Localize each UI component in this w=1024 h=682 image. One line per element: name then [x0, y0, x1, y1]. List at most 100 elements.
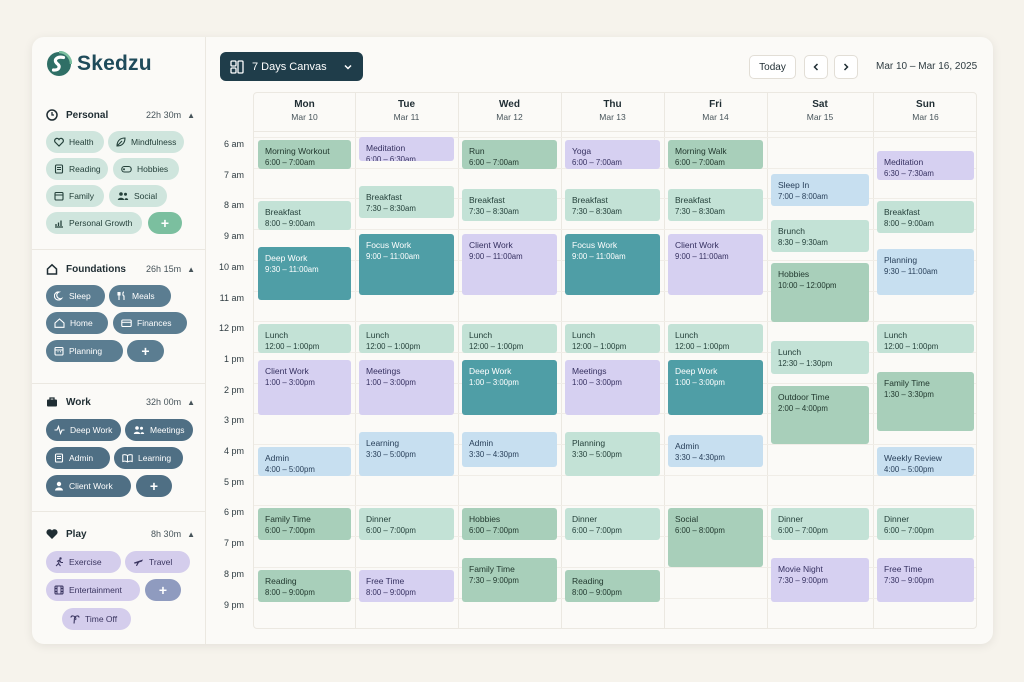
event-block[interactable]: Lunch 12:00 – 1:00pm [668, 324, 763, 353]
event-block[interactable]: Meditation 6:30 – 7:30am [877, 151, 974, 180]
chip-deep-work[interactable]: Deep Work [46, 419, 121, 441]
event-block[interactable]: Dinner 6:00 – 7:00pm [771, 508, 869, 540]
day-header-tue[interactable]: Tue Mar 11 [355, 99, 458, 122]
event-block[interactable]: Movie Night 7:30 – 9:00pm [771, 558, 869, 602]
event-block[interactable]: Deep Work 1:00 – 3:00pm [668, 360, 763, 415]
day-header-sun[interactable]: Sun Mar 16 [873, 99, 978, 122]
event-block[interactable]: Brunch 8:30 – 9:30am [771, 220, 869, 252]
chip-meals[interactable]: Meals [109, 285, 171, 307]
event-block[interactable]: Breakfast 7:30 – 8:30am [462, 189, 557, 221]
event-block[interactable]: Planning 9:30 – 11:00am [877, 249, 974, 295]
section-header-personal[interactable]: Personal 22h 30m ▲ [46, 108, 195, 122]
event-block[interactable]: Lunch 12:30 – 1:30pm [771, 341, 869, 374]
add-personal-button[interactable]: + [148, 212, 182, 234]
chevron-down-icon [344, 64, 352, 70]
event-block[interactable]: Run 6:00 – 7:00am [462, 140, 557, 169]
event-block[interactable]: Breakfast 8:00 – 9:00am [258, 201, 351, 230]
event-block[interactable]: Planning 3:30 – 5:00pm [565, 432, 660, 476]
event-block[interactable]: Free Time 8:00 – 9:00pm [359, 570, 454, 602]
event-block[interactable]: Hobbies 6:00 – 7:00pm [462, 508, 557, 540]
event-block[interactable]: Morning Walk 6:00 – 7:00am [668, 140, 763, 169]
event-block[interactable]: Reading 8:00 – 9:00pm [565, 570, 660, 602]
event-block[interactable]: Family Time 6:00 – 7:00pm [258, 508, 351, 540]
chip-health[interactable]: Health [46, 131, 104, 153]
chip-learning[interactable]: Learning [114, 447, 183, 469]
view-selector-button[interactable]: 7 Days Canvas [220, 52, 363, 81]
section-header-play[interactable]: Play 8h 30m ▲ [46, 527, 195, 541]
event-block[interactable]: Lunch 12:00 – 1:00pm [462, 324, 557, 353]
add-play-button[interactable]: + [145, 579, 181, 601]
event-block[interactable]: Admin 4:00 – 5:00pm [258, 447, 351, 476]
previous-week-button[interactable] [804, 55, 828, 79]
event-block[interactable]: Breakfast 7:30 – 8:30am [359, 186, 454, 218]
event-block[interactable]: Lunch 12:00 – 1:00pm [877, 324, 974, 353]
event-block[interactable]: Hobbies 10:00 – 12:00pm [771, 263, 869, 322]
chip-social[interactable]: Social [109, 185, 167, 207]
event-block[interactable]: Focus Work 9:00 – 11:00am [359, 234, 454, 295]
event-block[interactable]: Sleep In 7:00 – 8:00am [771, 174, 869, 206]
event-block[interactable]: Admin 3:30 – 4:30pm [462, 432, 557, 467]
event-block[interactable]: Admin 3:30 – 4:30pm [668, 435, 763, 467]
chip-reading[interactable]: Reading [46, 158, 108, 180]
chip-meetings[interactable]: Meetings [125, 419, 193, 441]
event-block[interactable]: Family Time 1:30 – 3:30pm [877, 372, 974, 431]
chevron-up-icon[interactable]: ▲ [187, 110, 195, 120]
add-foundations-button[interactable]: + [127, 340, 164, 362]
event-block[interactable]: Breakfast 7:30 – 8:30am [668, 189, 763, 221]
event-block[interactable]: Lunch 12:00 – 1:00pm [258, 324, 351, 353]
chevron-up-icon[interactable]: ▲ [187, 397, 195, 407]
chevron-up-icon[interactable]: ▲ [187, 264, 195, 274]
chip-finances[interactable]: Finances [113, 312, 187, 334]
chip-sleep[interactable]: Sleep [46, 285, 105, 307]
day-header-sat[interactable]: Sat Mar 15 [767, 99, 873, 122]
chip-hobbies[interactable]: Hobbies [113, 158, 179, 180]
event-block[interactable]: Breakfast 7:30 – 8:30am [565, 189, 660, 221]
chip-home[interactable]: Home [46, 312, 108, 334]
event-block[interactable]: Client Work 1:00 – 3:00pm [258, 360, 351, 415]
event-block[interactable]: Learning 3:30 – 5:00pm [359, 432, 454, 476]
event-block[interactable]: Dinner 6:00 – 7:00pm [359, 508, 454, 540]
event-block[interactable]: Client Work 9:00 – 11:00am [462, 234, 557, 295]
chip-exercise[interactable]: Exercise [46, 551, 121, 573]
event-block[interactable]: Free Time 7:30 – 9:00pm [877, 558, 974, 602]
next-week-button[interactable] [834, 55, 858, 79]
chip-family[interactable]: Family [46, 185, 104, 207]
today-button[interactable]: Today [749, 55, 796, 79]
day-header-wed[interactable]: Wed Mar 12 [458, 99, 561, 122]
section-header-work[interactable]: Work 32h 00m ▲ [46, 395, 195, 409]
chip-mindfulness[interactable]: Mindfulness [108, 131, 184, 153]
event-block[interactable]: Meetings 1:00 – 3:00pm [565, 360, 660, 415]
event-block[interactable]: Morning Workout 6:00 – 7:00am [258, 140, 351, 169]
section-header-foundations[interactable]: Foundations 26h 15m ▲ [46, 262, 195, 276]
event-block[interactable]: Yoga 6:00 – 7:00am [565, 140, 660, 169]
chevron-up-icon[interactable]: ▲ [187, 529, 195, 539]
chip-personal-growth[interactable]: Personal Growth [46, 212, 142, 234]
event-block[interactable]: Focus Work 9:00 – 11:00am [565, 234, 660, 295]
day-header-fri[interactable]: Fri Mar 14 [664, 99, 767, 122]
day-header-thu[interactable]: Thu Mar 13 [561, 99, 664, 122]
event-block[interactable]: Deep Work 9:30 – 11:00am [258, 247, 351, 300]
app-logo[interactable]: Skedzu [46, 51, 152, 77]
event-block[interactable]: Client Work 9:00 – 11:00am [668, 234, 763, 295]
chip-travel[interactable]: Travel [125, 551, 190, 573]
add-work-button[interactable]: + [136, 475, 172, 497]
event-block[interactable]: Outdoor Time 2:00 – 4:00pm [771, 386, 869, 444]
event-block[interactable]: Dinner 6:00 – 7:00pm [877, 508, 974, 540]
event-block[interactable]: Dinner 6:00 – 7:00pm [565, 508, 660, 540]
event-block[interactable]: Deep Work 1:00 – 3:00pm [462, 360, 557, 415]
event-block[interactable]: Social 6:00 – 8:00pm [668, 508, 763, 567]
event-block[interactable]: Family Time 7:30 – 9:00pm [462, 558, 557, 602]
event-block[interactable]: Weekly Review 4:00 – 5:00pm [877, 447, 974, 476]
day-header-mon[interactable]: Mon Mar 10 [254, 99, 355, 122]
chip-client-work[interactable]: Client Work [46, 475, 131, 497]
event-block[interactable]: Meditation 6:00 – 6:30am [359, 137, 454, 161]
chip-admin[interactable]: Admin [46, 447, 110, 469]
event-block[interactable]: Reading 8:00 – 9:00pm [258, 570, 351, 602]
chip-planning[interactable]: Planning [46, 340, 123, 362]
chip-entertainment[interactable]: Entertainment [46, 579, 140, 601]
event-block[interactable]: Lunch 12:00 – 1:00pm [565, 324, 660, 353]
event-block[interactable]: Lunch 12:00 – 1:00pm [359, 324, 454, 353]
chip-time-off[interactable]: Time Off [62, 608, 131, 630]
event-block[interactable]: Meetings 1:00 – 3:00pm [359, 360, 454, 415]
event-block[interactable]: Breakfast 8:00 – 9:00am [877, 201, 974, 233]
